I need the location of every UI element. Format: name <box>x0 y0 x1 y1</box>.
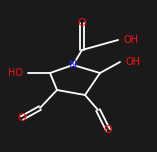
Text: O: O <box>78 18 86 28</box>
Text: O: O <box>104 125 112 135</box>
Text: HO: HO <box>8 68 23 78</box>
Text: OH: OH <box>124 35 139 45</box>
Text: O: O <box>18 113 26 123</box>
Text: OH: OH <box>126 57 141 67</box>
Text: N: N <box>69 60 77 70</box>
